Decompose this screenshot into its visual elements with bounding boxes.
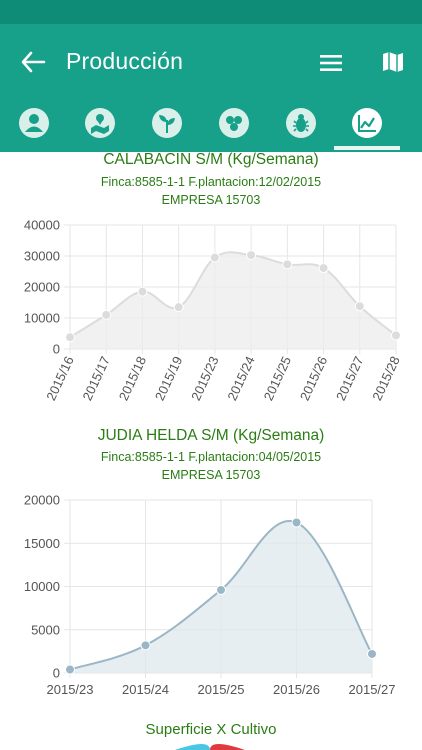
tab-person[interactable]	[17, 106, 51, 140]
chart-subtitle: EMPRESA 15703	[161, 193, 261, 207]
data-point	[209, 252, 220, 263]
plant-icon	[152, 108, 182, 138]
pie-slice	[175, 744, 210, 750]
y-tick-label: 10000	[24, 579, 60, 594]
x-tick-label: 2015/23	[47, 682, 94, 697]
map-location-icon	[85, 108, 115, 138]
x-tick-label: 2015/25	[261, 354, 294, 403]
series-area	[70, 520, 372, 673]
data-point	[354, 301, 365, 312]
x-tick-label: 2015/25	[198, 682, 245, 697]
data-point	[65, 332, 75, 343]
data-point	[318, 263, 329, 274]
x-tick-label: 2015/26	[273, 682, 320, 697]
x-tick-label: 2015/24	[224, 354, 257, 403]
x-tick-label: 2015/28	[369, 354, 402, 403]
person-icon	[19, 108, 49, 138]
chart-subtitle: Finca:8585-1-1 F.plantacion:04/05/2015	[100, 450, 322, 464]
data-point	[391, 330, 401, 341]
pie-slice	[210, 744, 245, 750]
x-tick-label: 2015/23	[188, 354, 221, 403]
pie-chart	[175, 744, 245, 750]
x-tick-label: 2015/26	[297, 354, 330, 403]
x-tick-label: 2015/27	[349, 682, 396, 697]
bug-icon	[286, 108, 316, 138]
data-point	[140, 640, 151, 651]
y-tick-label: 0	[53, 342, 60, 357]
chart-subtitle: EMPRESA 15703	[161, 468, 261, 482]
section-tabs	[0, 100, 422, 152]
y-tick-label: 40000	[24, 218, 60, 233]
y-tick-label: 0	[53, 666, 60, 681]
chart-title: CALABACIN S/M (Kg/Semana)	[103, 151, 319, 168]
data-point	[65, 664, 75, 675]
pie-chart-title: Superficie X Cultivo	[145, 721, 277, 738]
x-tick-label: 2015/27	[333, 354, 366, 403]
tab-bug[interactable]	[284, 106, 318, 140]
map-icon[interactable]	[380, 49, 406, 75]
page-title: Producción	[66, 48, 184, 74]
x-tick-label: 2015/24	[122, 682, 169, 697]
y-tick-label: 10000	[24, 311, 60, 326]
line-chart-icon	[352, 108, 382, 138]
data-point	[367, 648, 377, 659]
data-point	[101, 309, 112, 320]
x-tick-label: 2015/17	[79, 354, 112, 403]
back-arrow-icon[interactable]	[20, 50, 46, 74]
series-line	[69, 519, 373, 671]
y-tick-label: 20000	[24, 280, 60, 295]
tab-production-chart[interactable]	[350, 106, 384, 140]
y-tick-label: 15000	[24, 536, 60, 551]
data-point	[216, 584, 226, 595]
tab-seeds[interactable]	[217, 106, 251, 140]
hamburger-menu-icon[interactable]	[318, 52, 344, 74]
y-tick-label: 30000	[24, 249, 60, 264]
series-area	[70, 252, 396, 349]
status-bar	[0, 0, 422, 24]
tab-map-location[interactable]	[83, 106, 117, 140]
x-tick-label: 2015/18	[116, 354, 149, 403]
data-point	[246, 250, 257, 261]
data-point	[291, 517, 302, 528]
active-tab-indicator	[334, 146, 400, 150]
chart-subtitle: Finca:8585-1-1 F.plantacion:12/02/2015	[100, 175, 322, 189]
y-tick-label: 5000	[31, 622, 60, 637]
y-tick-label: 20000	[24, 493, 60, 508]
data-point	[137, 286, 148, 297]
series-line	[69, 251, 397, 339]
x-tick-label: 2015/16	[43, 354, 76, 403]
seeds-icon	[219, 108, 249, 138]
x-tick-label: 2015/19	[152, 354, 185, 403]
chart-title: JUDIA HELDA S/M (Kg/Semana)	[97, 427, 325, 444]
judia-production-chart: 0 5000 10000 15000 20000 2015/23 2015/24 2015/2…	[24, 493, 396, 698]
data-point	[282, 259, 293, 270]
tab-plant[interactable]	[150, 106, 184, 140]
data-point	[173, 302, 184, 313]
app-bar: Producción	[0, 24, 422, 100]
